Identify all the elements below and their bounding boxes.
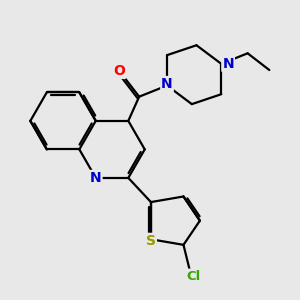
Text: N: N xyxy=(161,77,173,91)
Text: N: N xyxy=(222,57,234,71)
Text: Cl: Cl xyxy=(186,270,200,283)
Text: N: N xyxy=(90,171,102,185)
Text: S: S xyxy=(146,234,156,248)
Text: O: O xyxy=(113,64,125,78)
